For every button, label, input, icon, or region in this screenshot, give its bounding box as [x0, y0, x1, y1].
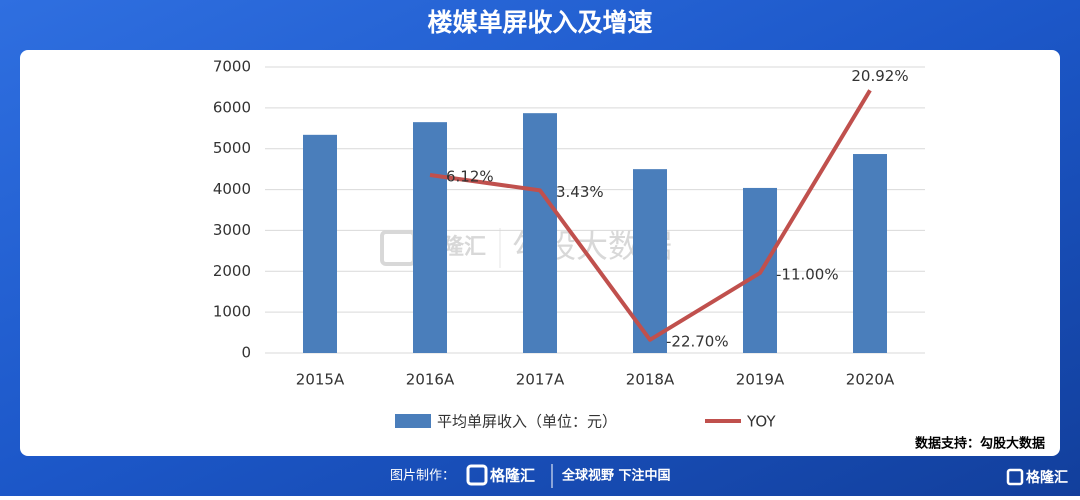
data-label: -22.70%: [666, 332, 729, 350]
y-tick-label: 5000: [213, 139, 251, 157]
x-tick-label: 2015A: [296, 371, 345, 389]
bar: [303, 134, 337, 353]
footer-made-by: 图片制作：: [390, 469, 455, 484]
x-tick-label: 2019A: [736, 371, 785, 389]
footer-logo: 格隆汇: [490, 467, 535, 485]
footer-logo-icon: [466, 464, 488, 486]
corner-logo-icon: [1006, 468, 1024, 486]
y-tick-label: 0: [241, 344, 251, 362]
line: [429, 89, 872, 342]
source: 数据支持：勾股大数据: [915, 436, 1045, 452]
chart-title: 楼媒单屏收入及增速: [427, 8, 652, 37]
data-label: 6.12%: [446, 167, 494, 185]
y-tick-label: 6000: [213, 98, 251, 116]
legend-label: YOY: [746, 413, 776, 431]
x-tick-label: 2018A: [626, 371, 675, 389]
y-tick-label: 1000: [213, 303, 251, 321]
x-tick-label: 2016A: [406, 371, 455, 389]
bar: [853, 154, 887, 353]
data-label: 20.92%: [851, 67, 908, 85]
data-label: 3.43%: [556, 183, 604, 201]
x-tick-label: 2017A: [516, 371, 565, 389]
legend-swatch: [395, 414, 431, 428]
y-tick-label: 3000: [213, 221, 251, 239]
y-tick-label: 2000: [213, 262, 251, 280]
footer-slogan: 全球视野 下注中国: [561, 468, 671, 484]
corner-logo: 格隆汇: [1026, 469, 1068, 486]
data-label: -11.00%: [776, 265, 839, 283]
y-tick-label: 4000: [213, 180, 251, 198]
footer: 图片制作： 格隆汇 全球视野 下注中国 格隆汇: [390, 464, 1068, 488]
bar: [523, 113, 557, 353]
x-tick-label: 2020A: [846, 371, 895, 389]
y-tick-label: 7000: [213, 58, 251, 76]
legend-label: 平均单屏收入（单位：元）: [437, 413, 617, 431]
bar: [413, 122, 447, 354]
